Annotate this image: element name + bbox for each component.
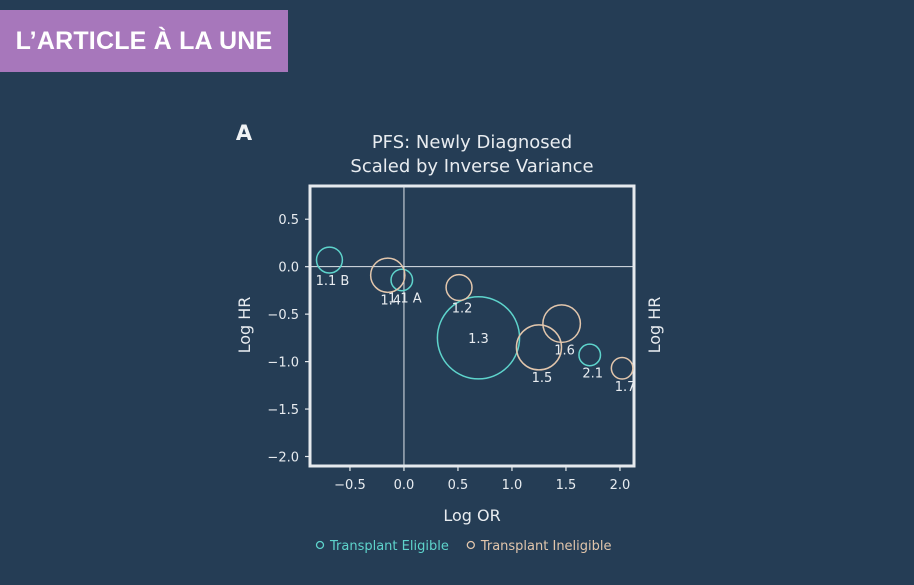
point-label: 1.3 (468, 332, 489, 347)
x-tick-label: 1.5 (556, 478, 577, 493)
featured-article-banner[interactable]: L’ARTICLE À LA UNE (0, 10, 288, 72)
x-tick-label: −0.5 (334, 478, 366, 493)
data-point (436, 296, 521, 380)
legend-label: Transplant Eligible (329, 539, 449, 554)
x-tick-label: 0.5 (448, 478, 469, 493)
y-tick-label: −0.5 (267, 308, 299, 323)
x-tick-label: 2.0 (610, 478, 631, 493)
y-tick-label: 0.0 (278, 261, 299, 276)
plot-frame (308, 184, 636, 468)
data-point (369, 257, 406, 294)
legend-marker (466, 540, 475, 550)
x-tick-label: 0.0 (394, 478, 415, 493)
point-label: 1.2 (452, 302, 473, 317)
point-label: 1.6 (554, 343, 575, 358)
y-axis-label-right: Log HR (645, 297, 664, 354)
point-label: 1.1 A (388, 292, 422, 307)
panel-label: A (236, 121, 253, 145)
y-tick-label: −1.0 (267, 356, 299, 371)
point-label: 2.1 (582, 367, 603, 382)
y-tick-label: −1.5 (267, 403, 299, 418)
legend-marker (315, 540, 325, 550)
data-point (610, 356, 634, 380)
y-axis-label: Log HR (235, 297, 254, 354)
y-tick-label: −2.0 (267, 451, 299, 466)
data-point (542, 304, 582, 344)
chart-title: PFS: Newly Diagnosed (372, 132, 572, 153)
legend: Transplant Eligible Transplant Ineligible (315, 539, 612, 554)
x-axis-label: Log OR (443, 506, 500, 525)
y-tick-label: 0.5 (278, 213, 299, 228)
data-point (515, 324, 563, 371)
point-label: 1.5 (532, 371, 553, 386)
x-tick-label: 1.0 (502, 478, 523, 493)
point-label: 1.7 (615, 380, 636, 395)
point-label: 1.4 (380, 293, 401, 308)
point-label: 1.1 B (316, 274, 350, 289)
data-point (445, 273, 473, 302)
data-point (315, 246, 344, 274)
legend-label: Transplant Ineligible (480, 539, 612, 554)
data-point (578, 343, 602, 367)
chart-subtitle: Scaled by Inverse Variance (350, 156, 593, 177)
data-point (390, 268, 414, 292)
